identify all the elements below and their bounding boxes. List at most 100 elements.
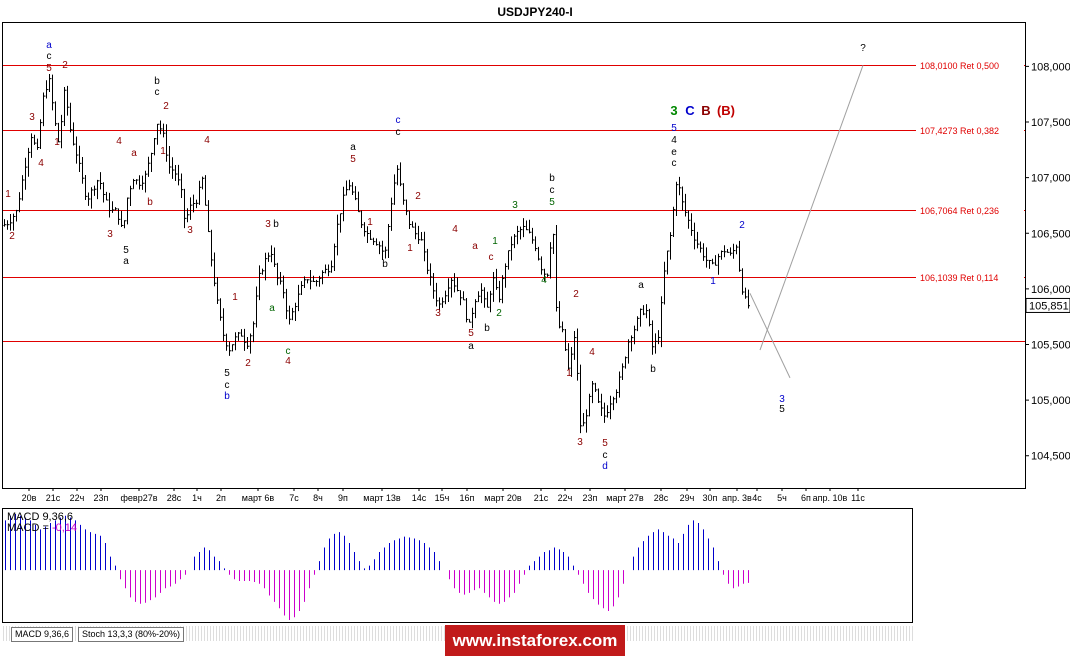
x-tick-label: 22ч [558,493,573,503]
y-tick-label: 107,500 [1031,117,1070,129]
x-tick-label: 11с [851,493,865,503]
level-label-bg [916,124,1024,137]
wave-label: 5 [350,154,356,165]
price-pane-frame [2,22,1026,489]
wave-label: 5 [549,197,555,208]
wave-label: 1 [492,236,498,247]
x-tick-label: 14с [412,493,427,503]
wave-label: e [671,147,677,158]
wave-label: c [672,158,677,169]
x-tick-label: апр. 3в [722,493,752,503]
wave-label: 3 [779,394,785,405]
wave-label: b [147,197,153,208]
wave-label: 3 [265,219,271,230]
instaforex-watermark[interactable]: www.instaforex.com [445,625,625,656]
x-tick-label: 1ч [192,493,202,503]
price-bars [3,73,750,434]
x-tick-label: март 6в [242,493,275,503]
wave-label: c [225,380,230,391]
x-tick-label: март 20в [484,493,522,503]
macd-pane-frame [2,508,913,623]
projection-line [759,65,864,351]
level-label: 106,7064 Ret 0,236 [920,206,999,216]
macd-value: -0,14 [52,522,77,534]
x-tick-label: апр. 10в [813,493,848,503]
current-price-box [1025,297,1070,313]
x-tick-label: 29ч [680,493,695,503]
wave-label: 1 [367,217,373,228]
wave-label: b [650,364,656,375]
wave-label: 1 [232,292,238,303]
wave-label: 5 [46,63,52,74]
wave-label: 3 [29,112,35,123]
level-label: 106,1039 Ret 0,114 [920,273,998,283]
level-label-bg [916,271,1024,284]
wave-label: ? [860,43,866,54]
wave-label: a [131,148,137,159]
wave-label: 1 [54,137,60,148]
wave-label: 1 [5,189,11,200]
wave-label: c [396,127,401,138]
wave-label: 4 [285,356,291,367]
wave-label: b [273,219,279,230]
wave-label: 1 [160,146,166,157]
wave-label: 2 [415,191,421,202]
x-tick-label: 2п [216,493,226,503]
wave-label: 4 [589,347,595,358]
wave-label: a [46,40,52,51]
wave-label: 2 [573,289,579,300]
level-label-bg [916,59,1024,72]
wave-label: c [489,252,494,263]
wave-label: b [224,391,230,402]
wave-label: c [396,115,401,126]
wave-label: 2 [245,358,251,369]
wave-label: 5 [602,438,608,449]
wave-label: 2 [739,220,745,231]
x-tick-label: 6п [801,493,811,503]
tab-macd[interactable]: MACD 9,36,6 [11,627,74,642]
x-tick-label: март 27в [606,493,644,503]
wave-label: 4 [116,136,122,147]
x-tick-label: 23п [583,493,598,503]
wave-label: 2 [496,308,502,319]
x-tick-label: 15ч [435,493,450,503]
x-tick-label: 30п [703,493,718,503]
x-tick-label: 21с [46,493,61,503]
macd-title: MACD 9,36,6 [7,511,73,523]
x-tick-label: 8ч [313,493,323,503]
wave-label: 4 [541,275,547,286]
x-tick-label: 22ч [70,493,85,503]
wave-label: 5 [779,404,785,415]
wave-degree-label: C [685,103,695,118]
wave-label: a [350,142,356,153]
x-tick-label: 20в [22,493,37,503]
projection-lines [749,65,864,379]
y-tick-label: 106,500 [1031,228,1070,240]
wave-label: c [550,185,555,196]
wave-degree-label: 3 [670,103,677,118]
wave-label: b [484,323,490,334]
x-tick-label: 28с [654,493,669,503]
wave-label: c [286,346,291,357]
y-tick-label: 106,000 [1031,284,1070,296]
level-label: 107,4273 Ret 0,382 [920,126,999,136]
y-tick-label: 107,000 [1031,173,1070,185]
x-tick-label: март 13в [363,493,401,503]
tab-stoch[interactable]: Stoch 13,3,3 (80%-20%) [78,627,185,642]
x-tick-label: февр27в [121,493,158,503]
wave-label: a [472,241,478,252]
x-tick-label: 16п [460,493,475,503]
wave-label: a [123,256,129,267]
wave-label: 4 [671,135,677,146]
x-tick-label: 28с [167,493,182,503]
wave-label: 5 [123,245,129,256]
x-tick-label: 5ч [777,493,787,503]
retracement-levels: 108,0100 Ret 0,500 107,4273 Ret 0,382 106,… [3,59,1025,342]
wave-degree-label: B [701,103,710,118]
price-axis: 104,500 105,000 105,500 106,000 106,500 107,0… [1025,61,1070,463]
wave-label: 4 [38,158,44,169]
wave-label: 1 [566,368,572,379]
wave-label: 5 [224,368,230,379]
